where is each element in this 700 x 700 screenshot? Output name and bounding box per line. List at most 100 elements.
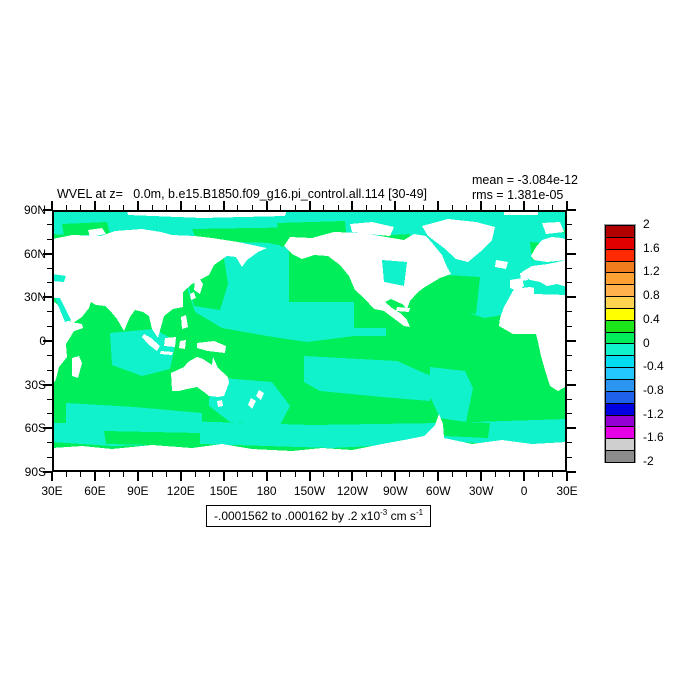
y-axis-label: 90S xyxy=(24,465,46,479)
y-axis-label: 60N xyxy=(23,246,46,261)
madagascar xyxy=(72,356,82,378)
scandinavia xyxy=(531,237,567,262)
colorbar-tick-label: -1.6 xyxy=(643,430,664,445)
tick-mark xyxy=(179,472,182,481)
tick-mark xyxy=(222,472,225,481)
tick-mark xyxy=(47,456,52,458)
tick-mark xyxy=(394,472,397,481)
colorbar-tick-label: 1.2 xyxy=(643,264,660,279)
tick-mark xyxy=(523,472,526,481)
tick-mark xyxy=(294,205,296,210)
tick-mark xyxy=(552,205,554,210)
iberia xyxy=(510,278,524,291)
tick-mark xyxy=(179,201,182,210)
tick-mark xyxy=(567,224,572,226)
tick-mark xyxy=(136,201,139,210)
tick-mark xyxy=(567,413,572,415)
tick-mark xyxy=(108,205,110,210)
tick-mark xyxy=(423,472,425,477)
tick-mark xyxy=(337,472,339,477)
tick-mark xyxy=(123,472,125,477)
tick-mark xyxy=(65,472,67,477)
tick-mark xyxy=(409,472,411,477)
tick-mark xyxy=(537,472,539,477)
new-zealand-north xyxy=(256,390,264,400)
tick-mark xyxy=(47,238,52,240)
plot-title: WVEL at z= 0.0m, b.e15.B1850.f09_g16.pi_… xyxy=(57,187,428,201)
sulawesi xyxy=(179,340,186,349)
tick-mark xyxy=(151,205,153,210)
philippines xyxy=(181,315,188,329)
europe xyxy=(522,260,567,287)
tick-mark xyxy=(366,472,368,477)
tick-mark xyxy=(567,325,572,327)
tick-mark xyxy=(43,471,52,473)
tick-mark xyxy=(47,325,52,327)
north-america xyxy=(284,232,451,327)
colorbar-tick-label: -0.4 xyxy=(643,359,664,374)
tick-mark xyxy=(351,201,354,210)
tick-mark xyxy=(494,472,496,477)
tick-mark xyxy=(323,205,325,210)
tick-mark xyxy=(93,201,96,210)
australia xyxy=(171,357,229,397)
tick-mark xyxy=(552,472,554,477)
colorbar-tick-label: 2 xyxy=(643,217,650,231)
iceland xyxy=(495,260,508,269)
tick-mark xyxy=(47,398,52,400)
eurasia xyxy=(52,229,267,338)
black-sea xyxy=(52,274,66,282)
tick-mark xyxy=(222,201,225,210)
tick-mark xyxy=(47,369,52,371)
colorbar-tick-label: 0.8 xyxy=(643,288,660,303)
tick-mark xyxy=(366,205,368,210)
tick-mark xyxy=(151,472,153,477)
tick-mark xyxy=(294,472,296,477)
tick-mark xyxy=(280,205,282,210)
east-africa xyxy=(52,300,83,386)
x-axis-label: 0 xyxy=(520,484,528,498)
tick-mark xyxy=(567,427,576,430)
y-axis-label: 30N xyxy=(23,290,46,305)
tick-mark xyxy=(43,296,52,299)
tick-mark xyxy=(567,369,572,371)
new-zealand-south xyxy=(248,398,256,409)
colorbar-tick-label: 0 xyxy=(643,335,650,350)
x-axis-label: 120E xyxy=(166,484,195,498)
y-axis-label: 30S xyxy=(24,377,46,392)
world-map xyxy=(52,210,567,472)
x-axis-label: 150W xyxy=(293,484,326,498)
tick-mark xyxy=(567,209,576,211)
caption-units: cm s xyxy=(387,509,416,523)
tick-mark xyxy=(108,472,110,477)
greenland xyxy=(422,219,495,262)
tick-mark xyxy=(566,201,568,210)
tick-mark xyxy=(567,296,576,299)
tick-mark xyxy=(93,472,96,481)
tick-mark xyxy=(265,201,268,210)
caption-units-exponent: -1 xyxy=(415,508,424,517)
colorbar-tick-label: 1.6 xyxy=(643,240,660,255)
africa xyxy=(499,287,567,391)
tick-mark xyxy=(452,205,454,210)
x-axis-label: 30E xyxy=(556,484,578,498)
caption-text: -.0001562 to .000162 by .2 x10 xyxy=(214,509,381,523)
tasmania xyxy=(217,400,223,407)
tick-mark xyxy=(466,205,468,210)
tick-mark xyxy=(194,205,196,210)
map-plot-area xyxy=(52,210,567,472)
colorbar-tick-label: -0.8 xyxy=(643,382,664,397)
japan-south xyxy=(190,292,196,300)
tick-mark xyxy=(480,201,483,210)
borneo xyxy=(164,337,176,347)
tick-mark xyxy=(494,205,496,210)
svalbard xyxy=(542,222,564,234)
x-axis-label: 180 xyxy=(256,484,277,498)
japan xyxy=(194,278,203,294)
tick-mark xyxy=(437,472,440,481)
tick-mark xyxy=(47,442,52,444)
rms-stat: rms = 1.381e-05 xyxy=(472,188,564,202)
tick-mark xyxy=(265,472,268,481)
tick-mark xyxy=(237,205,239,210)
